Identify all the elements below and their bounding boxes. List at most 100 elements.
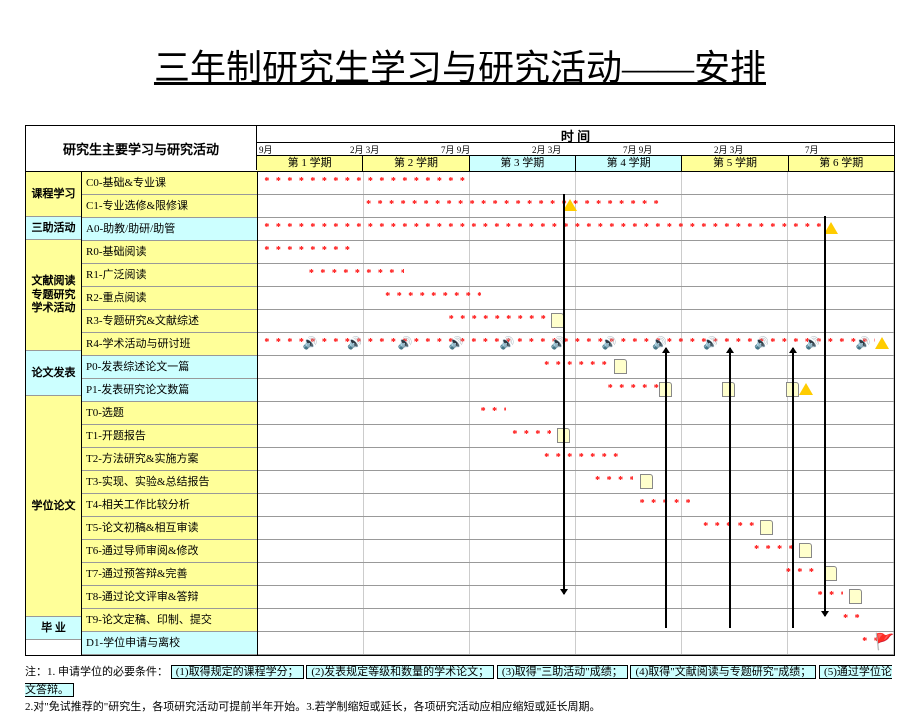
gantt-area: * * * * * * * * * * * * * * * * * * * * …	[258, 172, 894, 655]
item-cell: C0-基础&专业课	[82, 172, 257, 195]
gantt-row: * * * * * * * * * * * * * *	[258, 448, 894, 471]
speaker-icon: 🔊	[398, 336, 412, 350]
month-label: 2月 3月	[348, 143, 439, 155]
month-label: 7月	[803, 143, 894, 155]
month-row: 9月2月 3月7月 9月2月 3月7月 9月2月 3月7月	[257, 143, 894, 156]
semester-label: 第 2 学期	[363, 156, 469, 171]
note-cond-4: (4)取得"文献阅读与专题研究"成绩；	[630, 665, 816, 679]
category-cell: 三助活动	[26, 217, 81, 240]
milestone-icon	[824, 222, 838, 234]
month-label: 2月 3月	[530, 143, 621, 155]
gantt-row: * * * * * * * * * * * * * * * * * * * * …	[258, 333, 894, 356]
category-cell: 课程学习	[26, 172, 81, 217]
gantt-row: * * *	[258, 609, 894, 632]
category-cell: 论文发表	[26, 351, 81, 396]
semester-label: 第 6 学期	[789, 156, 894, 171]
gantt-row: * * * *	[258, 402, 894, 425]
gantt-row: * * * * * * * * * * * * * * * * * * * * …	[258, 195, 894, 218]
speaker-icon: 🔊	[500, 336, 514, 350]
speaker-icon: 🔊	[601, 336, 615, 350]
header-time: 时 间	[257, 126, 894, 143]
item-cell: T1-开题报告	[82, 425, 257, 448]
gantt-row: * * * * * * * * * * * * * * * * * *	[258, 287, 894, 310]
item-cell: C1-专业选修&限修课	[82, 195, 257, 218]
gantt-row: * * * * * * *	[258, 471, 894, 494]
document-icon	[849, 589, 862, 604]
gantt-row: * * * * * * * * * * * * * * * * * * * * …	[258, 218, 894, 241]
month-label: 2月 3月	[712, 143, 803, 155]
category-cell: 学位论文	[26, 396, 81, 617]
speaker-icon: 🔊	[703, 336, 717, 350]
semester-label: 第 3 学期	[470, 156, 576, 171]
item-cell: T7-通过预答辩&完善	[82, 563, 257, 586]
speaker-icon: 🔊	[856, 336, 870, 350]
month-label: 7月 9月	[621, 143, 712, 155]
item-cell: P0-发表综述论文一篇	[82, 356, 257, 379]
month-label: 9月	[257, 143, 348, 155]
gantt-row: * * * * * * * * * * * * * * * * * *	[258, 264, 894, 287]
gantt-row: * * * *	[258, 586, 894, 609]
item-cell: R1-广泛阅读	[82, 264, 257, 287]
semester-label: 第 4 学期	[576, 156, 682, 171]
gantt-row: * * * 🚩	[258, 632, 894, 655]
document-icon	[760, 520, 773, 535]
item-cell: T6-通过导师审阅&修改	[82, 540, 257, 563]
gantt-row: * * * * * * *	[258, 425, 894, 448]
note-cond-1: (1)取得规定的课程学分；	[171, 665, 304, 679]
item-cell: T9-论文定稿、印制、提交	[82, 609, 257, 632]
gantt-row: * * * * * *	[258, 563, 894, 586]
item-cell: T8-通过论文评审&答辩	[82, 586, 257, 609]
arrow-line	[563, 194, 565, 594]
gantt-row: * * * * * * * * *	[258, 517, 894, 540]
item-cell: T3-实现、实验&总结报告	[82, 471, 257, 494]
item-column: C0-基础&专业课C1-专业选修&限修课A0-助教/助研/助管R0-基础阅读R1…	[82, 172, 258, 655]
category-cell: 毕 业	[26, 617, 81, 640]
item-cell: T4-相关工作比较分析	[82, 494, 257, 517]
item-cell: P1-发表研究论文数篇	[82, 379, 257, 402]
header-activities: 研究生主要学习与研究活动	[26, 126, 257, 170]
finish-flag-icon: 🚩	[875, 632, 891, 648]
item-cell: T2-方法研究&实施方案	[82, 448, 257, 471]
speaker-icon: 🔊	[347, 336, 361, 350]
page-title: 三年制研究生学习与研究活动——安排	[0, 24, 920, 101]
arrow-line	[792, 348, 794, 628]
semester-label: 第 5 学期	[682, 156, 788, 171]
speaker-icon: 🔊	[303, 336, 317, 350]
gantt-row: * * * * * * * * * * * * * * * * * * * * …	[258, 172, 894, 195]
item-cell: R3-专题研究&文献综述	[82, 310, 257, 333]
document-icon	[799, 543, 812, 558]
item-cell: T5-论文初稿&相互审读	[82, 517, 257, 540]
note-cond-3: (3)取得"三助活动"成绩；	[497, 665, 628, 679]
speaker-icon: 🔊	[805, 336, 819, 350]
document-icon	[551, 313, 564, 328]
gantt-row: * * * * * * * * * * * *	[258, 356, 894, 379]
document-icon	[640, 474, 653, 489]
arrow-line	[729, 348, 731, 628]
item-cell: R0-基础阅读	[82, 241, 257, 264]
semester-label: 第 1 学期	[257, 156, 363, 171]
gantt-row: * * * * * * * * * * * * * * * * * * *	[258, 310, 894, 333]
speaker-icon: 🔊	[754, 336, 768, 350]
note-cond-2: (2)发表规定等级和数量的学术论文；	[306, 665, 494, 679]
footnotes: 注：1. 申请学位的必要条件： (1)取得规定的课程学分； (2)发表规定等级和…	[25, 664, 895, 717]
item-cell: A0-助教/助研/助管	[82, 218, 257, 241]
arrow-line	[824, 216, 826, 616]
gantt-row: * * * * * * *	[258, 540, 894, 563]
category-column: 课程学习三助活动文献阅读 专题研究 学术活动论文发表学位论文毕 业	[26, 172, 82, 655]
milestone-icon	[799, 383, 813, 395]
document-icon	[614, 359, 627, 374]
item-cell: R2-重点阅读	[82, 287, 257, 310]
gantt-row: * * * * * * * * * * * * * * * *	[258, 241, 894, 264]
item-cell: T0-选题	[82, 402, 257, 425]
semester-row: 第 1 学期第 2 学期第 3 学期第 4 学期第 5 学期第 6 学期	[257, 156, 894, 171]
milestone-icon	[875, 337, 889, 349]
item-cell: D1-学位申请与离校	[82, 632, 257, 655]
milestone-icon	[563, 199, 577, 211]
item-cell: R4-学术活动与研讨班	[82, 333, 257, 356]
speaker-icon: 🔊	[449, 336, 463, 350]
gantt-row: * * * * * * * * *	[258, 494, 894, 517]
gantt-chart: 研究生主要学习与研究活动 时 间 9月2月 3月7月 9月2月 3月7月 9月2…	[25, 125, 895, 656]
gantt-row: * * * * * * * * *	[258, 379, 894, 402]
arrow-line	[665, 348, 667, 628]
month-label: 7月 9月	[439, 143, 530, 155]
